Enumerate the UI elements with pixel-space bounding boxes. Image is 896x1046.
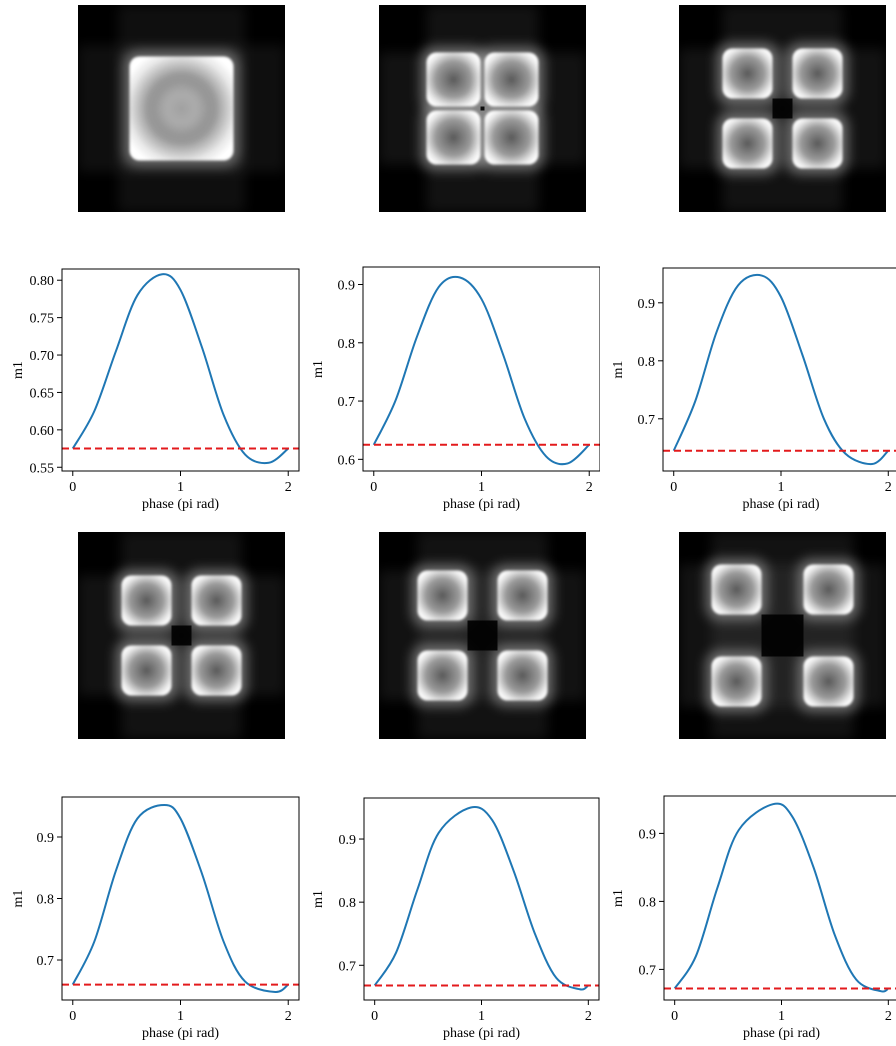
y-tick-label: 0.9	[638, 297, 656, 312]
phase-plot-4: 0.7 0.8 0.9 0 1 2 phase (pi rad) m1	[11, 796, 300, 1041]
intensity-image-5	[379, 532, 586, 739]
y-tick-label: 0.7	[638, 413, 656, 428]
y-tick-label: 0.7	[37, 954, 55, 969]
y-tick-label: 0.8	[638, 355, 656, 370]
y-tick-label: 0.6	[338, 453, 356, 468]
y-tick-label: 0.9	[338, 278, 356, 293]
x-tick-label: 1	[478, 1009, 485, 1024]
plot-frame	[61, 796, 300, 1001]
intensity-image-2	[379, 5, 586, 212]
m1-series-line	[673, 802, 889, 993]
x-tick-label: 1	[778, 480, 785, 495]
phase-plot-5: 0.7 0.8 0.9 0 1 2 phase (pi rad) m1	[311, 797, 600, 1041]
plot-frame	[363, 797, 600, 1001]
plot-frame	[662, 267, 896, 472]
y-tick-label: 0.8	[338, 337, 356, 352]
y-tick-label: 0.8	[639, 895, 657, 910]
y-axis-label: m1	[311, 890, 326, 908]
x-tick-label: 0	[371, 1009, 378, 1024]
m1-series-line	[373, 805, 589, 991]
x-axis-label: phase (pi rad)	[743, 497, 820, 512]
x-tick-label: 1	[478, 480, 485, 495]
x-tick-label: 0	[69, 480, 76, 495]
y-axis-label: m1	[11, 361, 26, 379]
y-tick-label: 0.9	[37, 831, 55, 846]
x-tick-label: 0	[670, 480, 677, 495]
y-tick-label: 0.55	[30, 461, 55, 476]
m1-series-line	[672, 273, 889, 466]
x-tick-label: 2	[885, 480, 892, 495]
phase-plot-6: 0.7 0.8 0.9 0 1 2 phase (pi rad) m1	[611, 795, 896, 1041]
phase-plot-3: 0.7 0.8 0.9 0 1 2 phase (pi rad) m1	[611, 267, 896, 512]
x-tick-label: 0	[370, 480, 377, 495]
y-tick-label: 0.75	[30, 312, 55, 327]
plot-frame	[61, 268, 300, 472]
y-tick-label: 0.70	[30, 349, 55, 364]
m1-series-line	[372, 275, 590, 466]
intensity-image-1	[78, 5, 285, 212]
x-axis-label: phase (pi rad)	[743, 1026, 820, 1041]
x-tick-label: 1	[778, 1009, 785, 1024]
intensity-image-3	[679, 5, 886, 212]
intensity-image-4	[78, 532, 285, 739]
y-tick-label: 0.9	[339, 833, 357, 848]
y-axis-label: m1	[311, 360, 326, 378]
x-axis-label: phase (pi rad)	[443, 1026, 520, 1041]
phase-plot-2: 0.6 0.7 0.8 0.9 0 1 2 phase (pi rad) m1	[311, 266, 600, 512]
y-tick-label: 0.8	[37, 893, 55, 908]
y-axis-label: m1	[611, 889, 626, 907]
plot-frame	[362, 266, 600, 472]
y-tick-label: 0.60	[30, 424, 55, 439]
x-tick-label: 0	[671, 1009, 678, 1024]
x-tick-label: 0	[69, 1009, 76, 1024]
y-tick-label: 0.7	[639, 963, 657, 978]
y-tick-label: 0.65	[30, 386, 55, 401]
x-axis-label: phase (pi rad)	[142, 1026, 219, 1041]
x-tick-label: 2	[585, 1009, 592, 1024]
x-tick-label: 2	[285, 1009, 292, 1024]
phase-plot-1: 0.55 0.60 0.65 0.70 0.75 0.80 0 1 2 phase (pi rad…	[11, 268, 300, 512]
intensity-image-6	[679, 532, 886, 739]
y-tick-label: 0.8	[339, 896, 357, 911]
x-tick-label: 1	[177, 480, 184, 495]
y-tick-label: 0.7	[338, 395, 356, 410]
y-axis-label: m1	[611, 361, 626, 379]
y-tick-label: 0.9	[639, 827, 657, 842]
x-tick-label: 2	[885, 1009, 892, 1024]
m1-series-line	[71, 273, 289, 465]
x-axis-label: phase (pi rad)	[443, 497, 520, 512]
y-tick-label: 0.7	[339, 959, 357, 974]
plot-frame	[663, 795, 896, 1001]
x-tick-label: 2	[285, 480, 292, 495]
y-tick-label: 0.80	[30, 274, 55, 289]
x-tick-label: 2	[586, 480, 593, 495]
m1-series-line	[71, 803, 289, 994]
y-axis-label: m1	[11, 890, 26, 908]
x-tick-label: 1	[177, 1009, 184, 1024]
x-axis-label: phase (pi rad)	[142, 497, 219, 512]
